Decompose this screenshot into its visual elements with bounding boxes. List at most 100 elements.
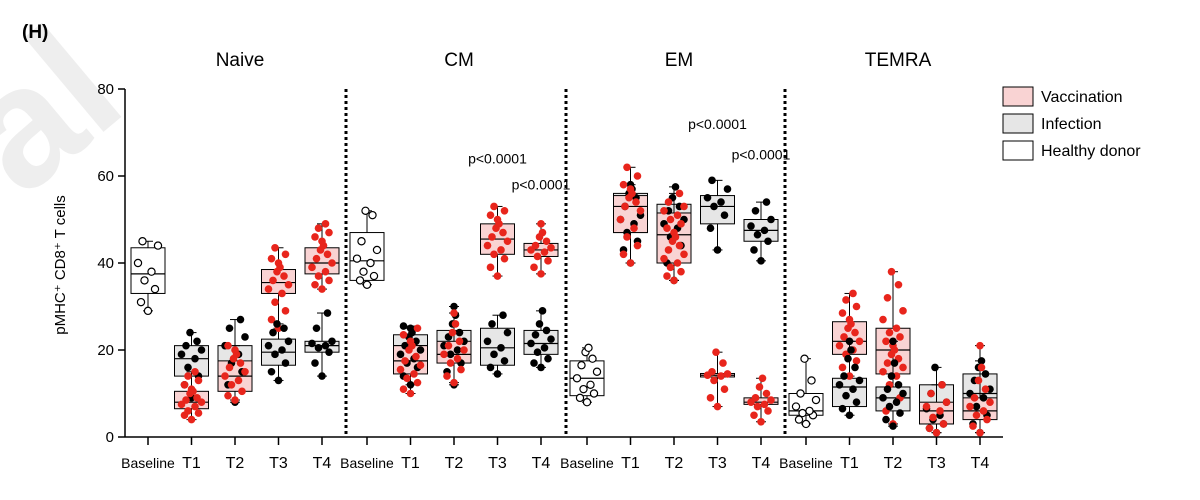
vaccination-point bbox=[530, 263, 538, 272]
vaccination-point bbox=[538, 228, 547, 237]
vaccination-point bbox=[835, 341, 844, 350]
infection-point bbox=[889, 422, 897, 430]
healthy-point bbox=[584, 343, 593, 353]
vaccination-point bbox=[271, 243, 279, 252]
vaccination-point bbox=[670, 276, 678, 285]
vaccination-point bbox=[621, 202, 629, 211]
vaccination-point bbox=[616, 215, 625, 224]
healthy-point bbox=[572, 374, 582, 383]
vaccination-point bbox=[451, 320, 460, 328]
vaccination-point bbox=[278, 289, 286, 298]
healthy-point bbox=[369, 271, 379, 281]
vaccination-point bbox=[896, 333, 904, 341]
x-tick-label: T4 bbox=[971, 455, 990, 472]
vaccination-point bbox=[448, 328, 457, 337]
vaccination-point bbox=[314, 224, 323, 232]
x-tick-label: T2 bbox=[226, 455, 245, 472]
healthy-point bbox=[800, 354, 809, 363]
healthy-point bbox=[575, 393, 585, 403]
vaccination-point bbox=[626, 259, 635, 267]
vaccination-point bbox=[664, 246, 673, 254]
infection-point bbox=[483, 337, 492, 346]
panel-label: (H) bbox=[22, 22, 48, 43]
infection-point bbox=[314, 344, 323, 352]
vaccination-point bbox=[719, 359, 727, 367]
vaccination-point bbox=[446, 359, 455, 367]
healthy-point bbox=[807, 376, 816, 385]
vaccination-point bbox=[706, 394, 715, 402]
healthy-point bbox=[140, 276, 149, 285]
vaccination-point bbox=[440, 350, 448, 359]
vaccination-point bbox=[925, 424, 934, 433]
vaccination-point bbox=[883, 294, 892, 302]
vaccination-point bbox=[673, 211, 682, 219]
vaccination-point bbox=[308, 263, 316, 272]
vaccination-point bbox=[271, 298, 279, 306]
vaccination-point bbox=[488, 233, 496, 241]
healthy-point bbox=[794, 415, 804, 424]
vaccination-point bbox=[399, 385, 408, 393]
healthy-point bbox=[136, 297, 146, 307]
healthy-point bbox=[589, 389, 599, 398]
infection-point bbox=[225, 324, 234, 333]
infection-point bbox=[241, 333, 249, 341]
infection-point bbox=[308, 339, 316, 348]
infection-point bbox=[538, 307, 547, 315]
vaccination-point bbox=[666, 263, 675, 272]
vaccination-point bbox=[879, 367, 887, 376]
dot-group bbox=[133, 220, 336, 424]
vaccination-point bbox=[241, 367, 249, 376]
infection-point bbox=[760, 226, 769, 235]
vaccination-point bbox=[849, 289, 857, 298]
vaccination-point bbox=[486, 263, 495, 272]
p-value-annotation: p<0.0001 bbox=[512, 177, 571, 193]
vaccination-point bbox=[328, 259, 336, 267]
infection-point bbox=[840, 372, 848, 380]
panel-title-em: EM bbox=[665, 50, 694, 71]
dot-group bbox=[791, 267, 994, 437]
vaccination-point bbox=[751, 394, 760, 402]
vaccination-point bbox=[673, 259, 682, 267]
infection-point bbox=[703, 193, 712, 202]
vaccination-point bbox=[544, 257, 552, 265]
infection-point bbox=[537, 363, 545, 372]
vaccination-point bbox=[187, 415, 196, 424]
x-tick-label: Baseline bbox=[779, 455, 833, 471]
vaccination-point bbox=[493, 272, 502, 280]
vaccination-point bbox=[969, 422, 977, 430]
vaccination-point bbox=[238, 387, 246, 396]
infection-point bbox=[527, 339, 535, 348]
infection-point bbox=[883, 385, 892, 393]
infection-point bbox=[184, 363, 192, 372]
vaccination-point bbox=[321, 267, 330, 276]
vaccination-point bbox=[840, 333, 848, 341]
y-tick-label: 40 bbox=[97, 255, 114, 272]
infection-point bbox=[838, 404, 847, 413]
vaccination-point bbox=[664, 198, 673, 206]
vaccination-point bbox=[450, 309, 458, 317]
vaccination-point bbox=[490, 250, 498, 259]
infection-point bbox=[767, 215, 775, 224]
infection-point bbox=[751, 207, 760, 215]
vaccination-point bbox=[314, 272, 323, 280]
healthy-point bbox=[150, 284, 160, 294]
vaccination-point bbox=[231, 346, 239, 354]
vaccination-point bbox=[311, 233, 319, 241]
legend-swatch-healthy-donor bbox=[1002, 140, 1034, 161]
y-tick-label: 80 bbox=[97, 81, 114, 98]
vaccination-point bbox=[717, 372, 725, 380]
legend-label: Infection bbox=[1041, 116, 1101, 133]
panel-title-naive: Naive bbox=[216, 50, 265, 71]
x-tick-label: T4 bbox=[752, 455, 771, 472]
vaccination-point bbox=[311, 280, 319, 289]
vaccination-point bbox=[838, 309, 847, 317]
vaccination-point bbox=[457, 365, 465, 374]
infection-point bbox=[488, 320, 496, 328]
vaccination-point bbox=[401, 357, 409, 365]
infection-point bbox=[753, 230, 762, 239]
vaccination-point bbox=[976, 341, 984, 350]
vaccination-point bbox=[660, 207, 668, 215]
vaccination-point bbox=[325, 228, 333, 237]
infection-point bbox=[979, 394, 988, 402]
vaccination-point bbox=[708, 367, 716, 376]
